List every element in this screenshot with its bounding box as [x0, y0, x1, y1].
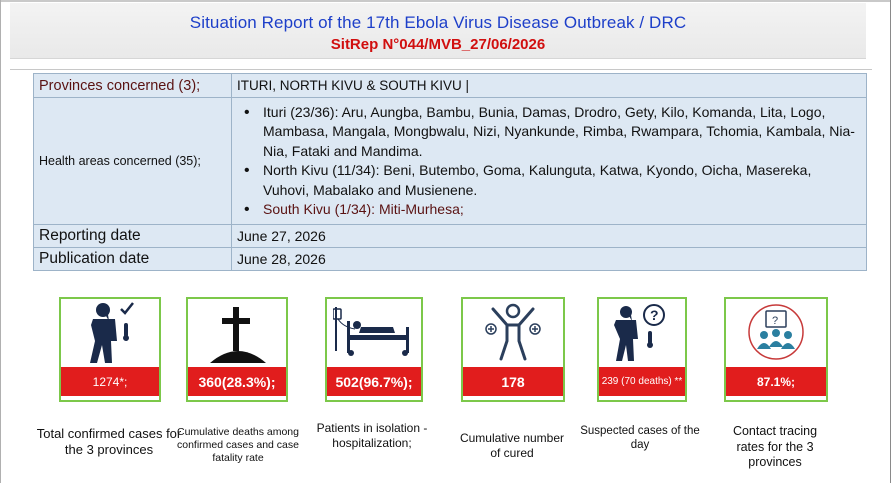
health-areas-cell: Ituri (23/36): Aru, Aungba, Bambu, Bunia…: [231, 97, 867, 225]
svg-text:?: ?: [650, 307, 659, 323]
confirmed-cases-value: 1274*;: [61, 367, 159, 396]
provinces-value: ITURI, NORTH KIVU & SOUTH KIVU |: [231, 73, 867, 98]
hospital-bed-icon: [333, 307, 409, 356]
header-divider: [10, 69, 872, 70]
contact-tracing-value: 87.1%;: [726, 367, 826, 396]
contact-tracing-icon: ?: [748, 304, 804, 360]
sitrep-number: SitRep N°044/MVB_27/06/2026: [330, 36, 546, 53]
report-title: Situation Report of the 17th Ebola Virus…: [189, 13, 687, 32]
suspected-person-icon: ?: [614, 304, 665, 361]
publication-date-value: June 28, 2026: [231, 247, 867, 271]
table-row: Health areas concerned (35); Ituri (23/3…: [33, 97, 867, 225]
suspected-caption: Suspected cases of the day: [580, 425, 700, 452]
reporting-date-value: June 27, 2026: [231, 224, 867, 248]
confirmed-cases-caption: Total confirmed cases for the 3 province…: [36, 426, 182, 458]
contact-tracing-caption: Contact tracing rates for the 3 province…: [732, 424, 818, 470]
list-item-south-kivu: South Kivu (1/34): Miti-Murhesa;: [244, 200, 861, 220]
sick-person-icon: [90, 302, 134, 363]
table-row: Reporting date June 27, 2026: [33, 224, 867, 248]
health-areas-label: Health areas concerned (35);: [33, 97, 232, 225]
table-row: Publication date June 28, 2026: [33, 247, 867, 271]
svg-text:?: ?: [772, 315, 778, 327]
left-border: [0, 0, 1, 483]
top-border: [0, 0, 891, 2]
isolation-caption: Patients in isolation - hospitalization;: [316, 421, 428, 450]
isolation-value: 502(96.7%);: [327, 367, 421, 396]
list-item-north-kivu: North Kivu (11/34): Beni, Butembo, Goma,…: [244, 161, 861, 200]
list-item-ituri: Ituri (23/36): Aru, Aungba, Bambu, Bunia…: [244, 103, 861, 162]
reporting-date-label: Reporting date: [33, 224, 232, 248]
table-row: Provinces concerned (3); ITURI, NORTH KI…: [33, 73, 867, 98]
health-areas-list: Ituri (23/36): Aru, Aungba, Bambu, Bunia…: [237, 103, 861, 220]
situation-info-table: Provinces concerned (3); ITURI, NORTH KI…: [33, 73, 867, 271]
cured-caption: Cumulative number of cured: [459, 431, 565, 460]
suspected-value: 239 (70 deaths) **: [599, 367, 685, 396]
deaths-caption: Cumulative deaths among confirmed cases …: [177, 426, 299, 465]
cured-value: 178: [463, 367, 563, 396]
provinces-label: Provinces concerned (3);: [33, 73, 232, 98]
deaths-value: 360(28.3%);: [188, 367, 286, 396]
report-header: Situation Report of the 17th Ebola Virus…: [10, 3, 866, 59]
grave-cross-icon: [210, 307, 266, 363]
cured-person-icon: [485, 303, 541, 361]
publication-date-label: Publication date: [33, 247, 232, 271]
